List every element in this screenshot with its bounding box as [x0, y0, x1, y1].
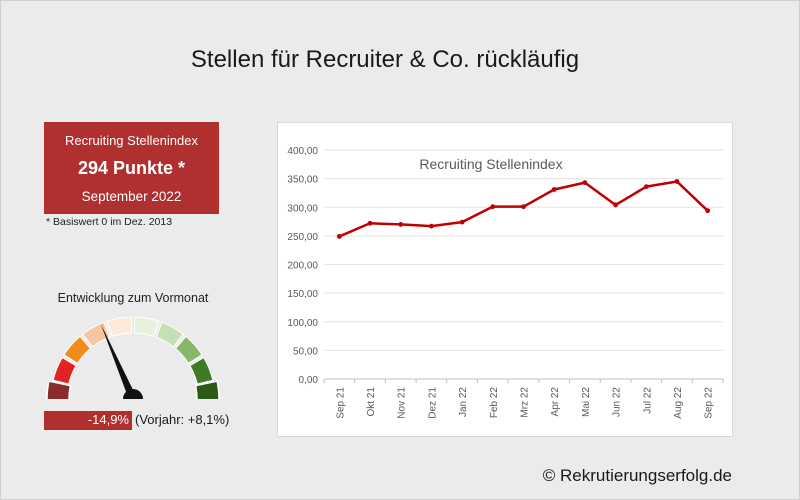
chart-panel: 0,00 50,00 100,00 150,00 200,00 250,00 300,00 3…	[277, 122, 733, 437]
index-footnote: * Basiswert 0 im Dez. 2013	[46, 216, 173, 228]
page-title: Stellen für Recruiter & Co. rückläufig	[190, 46, 580, 73]
index-value: 294 Punkte *	[77, 158, 186, 178]
gauge-segment	[106, 316, 133, 337]
x-tick-label: Okt 21	[366, 387, 377, 417]
chart-title: Recruiting Stellenindex	[419, 156, 562, 172]
index-month: September 2022	[81, 189, 182, 204]
data-point	[521, 204, 526, 210]
gauge-segment	[189, 356, 214, 385]
gauge-segment	[155, 321, 184, 348]
x-tick-label: Mai 22	[581, 387, 592, 417]
data-point	[429, 223, 434, 229]
gauge-segment	[174, 335, 203, 365]
index-box: Recruiting Stellenindex 294 Punkte * Sep…	[44, 122, 219, 214]
x-tick-label: Sep 22	[704, 387, 715, 419]
gauge-segment	[52, 356, 77, 385]
y-tick-label: 300,00	[287, 203, 318, 214]
gauge-segment	[63, 335, 92, 365]
data-point	[674, 179, 680, 184]
data-point	[643, 184, 649, 190]
y-tick-label: 250,00	[287, 232, 318, 243]
y-tick-label: 200,00	[287, 261, 318, 272]
gauge-base-mask	[40, 399, 226, 412]
data-point	[336, 234, 342, 239]
line-chart: 0,00 50,00 100,00 150,00 200,00 250,00 300,00 3…	[287, 146, 724, 419]
x-tick-label: Feb 22	[489, 387, 500, 419]
x-tick-label: Aug 22	[673, 387, 684, 419]
y-tick-label: 100,00	[287, 318, 318, 329]
y-tick-label: 150,00	[287, 289, 318, 300]
copyright: © Rekrutierungserfolg.de	[542, 466, 732, 485]
data-point	[367, 220, 373, 226]
gauge	[40, 316, 226, 412]
data-point	[398, 222, 404, 227]
data-point	[613, 202, 618, 208]
y-tick-label: 350,00	[287, 175, 318, 186]
index-label: Recruiting Stellenindex	[65, 133, 198, 148]
x-tick-label: Jul 22	[642, 387, 653, 414]
change-bar	[44, 411, 132, 430]
data-point	[582, 180, 588, 186]
x-tick-label: Apr 22	[550, 387, 561, 417]
gauge-segment	[133, 316, 160, 337]
data-point	[705, 208, 711, 214]
y-tick-label: 0,00	[299, 375, 319, 386]
previous-year-change: (Vorjahr: +8,1%)	[135, 412, 230, 427]
change-value: -14,9%	[87, 412, 129, 427]
x-tick-label: Jan 22	[458, 387, 469, 417]
gauge-end-red	[46, 380, 72, 403]
x-tick-label: Nov 21	[397, 387, 408, 419]
gauge-needle	[100, 323, 137, 401]
gauge-title: Entwicklung zum Vormonat	[57, 291, 209, 305]
data-point	[551, 187, 557, 192]
data-point	[459, 219, 465, 225]
y-tick-label: 50,00	[293, 346, 318, 357]
x-tick-label: Sep 21	[335, 387, 346, 419]
x-tick-label: Dez 21	[427, 387, 438, 419]
y-tick-label: 400,00	[287, 146, 318, 157]
x-tick-label: Jun 22	[612, 387, 623, 417]
change-row: -14,9% (Vorjahr: +8,1%)	[44, 411, 229, 430]
gauge-end-green	[194, 380, 220, 403]
x-tick-label: Mrz 22	[520, 387, 531, 418]
data-point	[490, 204, 496, 210]
